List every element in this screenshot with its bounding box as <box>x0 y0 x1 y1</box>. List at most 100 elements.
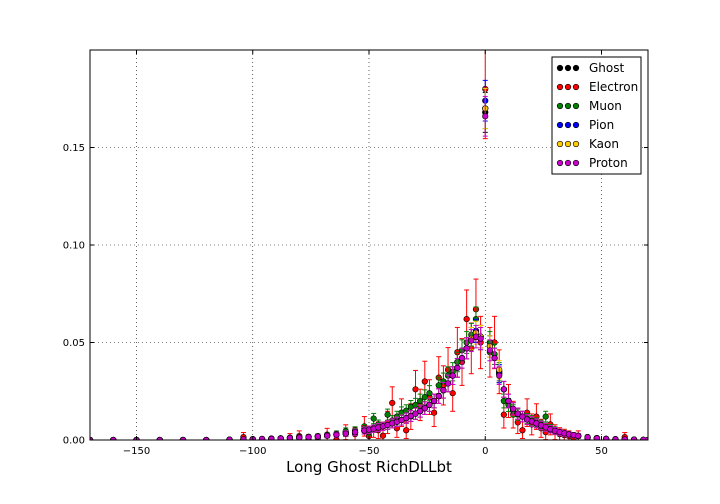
legend-marker <box>556 83 564 91</box>
data-point <box>454 364 461 371</box>
data-point <box>379 432 387 439</box>
data-point <box>412 410 419 417</box>
legend-marker <box>564 64 572 72</box>
legend-marker <box>564 140 572 148</box>
x-tick-label: −150 <box>123 446 150 457</box>
legend-marker <box>572 83 580 91</box>
legend-entry-electron: Electron <box>556 80 638 94</box>
data-point <box>268 435 275 440</box>
data-point <box>417 408 424 415</box>
data-point <box>431 409 438 416</box>
x-tick-label: 0 <box>482 446 488 457</box>
data-point <box>314 433 321 440</box>
legend-marker <box>572 159 580 167</box>
legend-label: Ghost <box>589 61 624 75</box>
x-axis: −150 −100 −50 0 50 <box>123 50 608 457</box>
legend: Ghost Electron Muon Pion Kaon Proton <box>551 56 642 175</box>
data-point <box>277 435 284 440</box>
data-point <box>500 411 507 418</box>
data-point <box>444 380 452 387</box>
data-point <box>412 386 419 393</box>
data-point <box>449 372 456 379</box>
data-point <box>258 435 266 440</box>
y-tick-label: 0.15 <box>63 143 85 154</box>
legend-marker <box>556 159 564 167</box>
data-point <box>370 415 377 422</box>
data-point <box>203 436 210 440</box>
data-point <box>477 335 484 342</box>
legend-label: Electron <box>589 80 638 94</box>
y-tick-label: 0.00 <box>63 436 85 447</box>
legend-marker <box>556 64 564 72</box>
data-point <box>403 427 410 434</box>
data-point <box>514 410 521 417</box>
legend-label: Muon <box>589 99 622 113</box>
legend-marker <box>556 102 564 110</box>
data-point <box>612 436 619 440</box>
legend-entry-pion: Pion <box>556 118 614 132</box>
data-point <box>286 434 294 440</box>
data-point <box>421 405 428 412</box>
data-point <box>505 397 512 405</box>
data-point <box>296 434 303 440</box>
series-proton <box>90 95 648 440</box>
data-point <box>412 401 419 409</box>
data-point <box>449 390 456 397</box>
legend-marker <box>572 102 580 110</box>
data-point <box>593 435 600 440</box>
data-point <box>644 436 648 440</box>
legend-marker <box>564 121 572 129</box>
data-point <box>510 405 517 412</box>
data-point <box>463 316 470 323</box>
data-point <box>421 378 428 385</box>
data-point <box>486 347 494 354</box>
x-tick-label: −100 <box>239 446 266 457</box>
data-point <box>491 355 498 362</box>
data-point <box>156 436 163 440</box>
data-point <box>431 397 438 405</box>
data-point <box>500 386 507 393</box>
legend-entry-muon: Muon <box>556 99 622 113</box>
data-point <box>542 413 549 420</box>
data-point <box>240 436 247 440</box>
data-point <box>342 430 349 437</box>
data-point <box>458 355 466 362</box>
series-group <box>90 50 648 440</box>
data-point <box>417 397 424 405</box>
legend-label: Kaon <box>589 137 619 151</box>
x-tick-label: 50 <box>595 446 608 457</box>
legend-entry-ghost: Ghost <box>556 61 624 75</box>
legend-marker <box>572 64 580 72</box>
legend-marker <box>556 140 564 148</box>
data-point <box>333 431 340 438</box>
legend-marker <box>564 159 572 167</box>
legend-marker <box>564 102 572 110</box>
data-point <box>435 382 442 389</box>
y-tick-label: 0.10 <box>63 241 85 252</box>
data-point <box>435 393 442 400</box>
data-point <box>305 433 312 440</box>
data-point <box>468 337 475 344</box>
data-point <box>519 427 526 434</box>
x-tick-label: −50 <box>358 446 379 457</box>
data-point <box>584 434 591 440</box>
legend-box <box>551 56 642 175</box>
data-point <box>90 436 94 440</box>
y-axis: 0.00 0.05 0.10 0.15 <box>63 143 648 447</box>
data-point <box>426 401 433 409</box>
data-point <box>351 429 359 436</box>
legend-marker <box>572 121 580 129</box>
data-point <box>389 399 396 407</box>
data-point <box>496 372 503 379</box>
data-point <box>421 394 428 401</box>
data-point <box>463 345 470 352</box>
y-tick-label: 0.05 <box>63 338 85 349</box>
data-point <box>519 413 526 420</box>
legend-marker <box>572 140 580 148</box>
legend-marker <box>556 121 564 129</box>
data-point <box>440 387 447 394</box>
data-point <box>603 435 610 440</box>
legend-marker <box>564 83 572 91</box>
x-axis-label: Long Ghost RichDLLbt <box>286 458 452 476</box>
